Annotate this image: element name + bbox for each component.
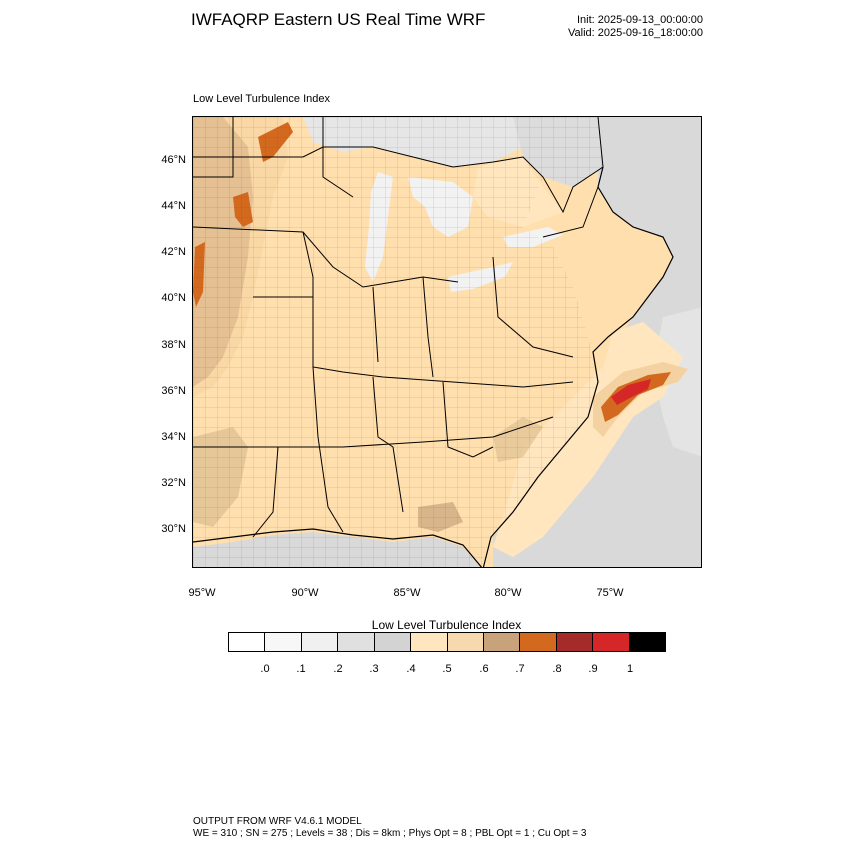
colorbar-tick-label: .8 (552, 663, 562, 675)
turbulence-map (193, 117, 701, 567)
lat-label-38: 38°N (161, 339, 186, 351)
colorbar-tick-label: .6 (479, 663, 489, 675)
page-title: IWFAQRP Eastern US Real Time WRF (191, 10, 486, 29)
lon-label-95: 95°W (188, 587, 216, 599)
offshore-red-core (611, 379, 651, 405)
ocean-region (493, 117, 701, 567)
lon-label-85: 85°W (393, 587, 421, 599)
colorbar-cell (593, 633, 630, 651)
init-time: Init: 2025-09-13_00:00:00 (577, 14, 703, 26)
county-lines (193, 117, 603, 567)
lat-label-32: 32°N (161, 477, 186, 489)
map-subtitle: Low Level Turbulence Index (193, 93, 330, 105)
colorbar-cell (301, 633, 339, 651)
lat-label-44: 44°N (161, 200, 186, 212)
colorbar-cell (483, 633, 521, 651)
international-border (193, 117, 604, 214)
colorbar-tick-label: .3 (369, 663, 379, 675)
lat-label-36: 36°N (161, 385, 186, 397)
colorbar-cell (374, 633, 412, 651)
colorbar (228, 632, 666, 652)
lat-label-30: 30°N (161, 523, 186, 535)
footer-line-2: WE = 310 ; SN = 275 ; Levels = 38 ; Dis … (193, 828, 587, 839)
colorbar-tick-label: .1 (296, 663, 306, 675)
lat-label-42: 42°N (161, 246, 186, 258)
colorbar-cell (520, 633, 557, 651)
lat-label-34: 34°N (161, 431, 186, 443)
lat-label-46: 46°N (161, 154, 186, 166)
colorbar-tick-label: .4 (406, 663, 416, 675)
colorbar-tick-label: .5 (442, 663, 452, 675)
colorbar-tick-label: 1 (626, 663, 634, 675)
footer-line-1: OUTPUT FROM WRF V4.6.1 MODEL (193, 816, 362, 827)
lat-label-40: 40°N (161, 292, 186, 304)
colorbar-title: Low Level Turbulence Index (371, 618, 522, 632)
offshore-orange-core (601, 372, 671, 422)
colorbar-tick-label: .0 (260, 663, 270, 675)
colorbar-cell (447, 633, 484, 651)
colorbar-tick-label: .9 (588, 663, 598, 675)
state-boundaries (193, 117, 599, 538)
colorbar-cell (411, 633, 448, 651)
colorbar-cell (265, 633, 302, 651)
lon-label-90: 90°W (291, 587, 319, 599)
valid-time: Valid: 2025-09-16_18:00:00 (568, 27, 703, 39)
lon-label-75: 75°W (596, 587, 624, 599)
coastline (193, 166, 674, 567)
colorbar-cell (229, 633, 266, 651)
colorbar-tick-label: .7 (515, 663, 525, 675)
lon-label-80: 80°W (494, 587, 522, 599)
model-info-footer: OUTPUT FROM WRF V4.6.1 MODEL WE = 310 ; … (193, 816, 586, 840)
map-panel (192, 116, 702, 568)
colorbar-cell (556, 633, 594, 651)
colorbar-cell (338, 633, 375, 651)
colorbar-cell (629, 633, 666, 651)
colorbar-tick-label: .2 (333, 663, 343, 675)
